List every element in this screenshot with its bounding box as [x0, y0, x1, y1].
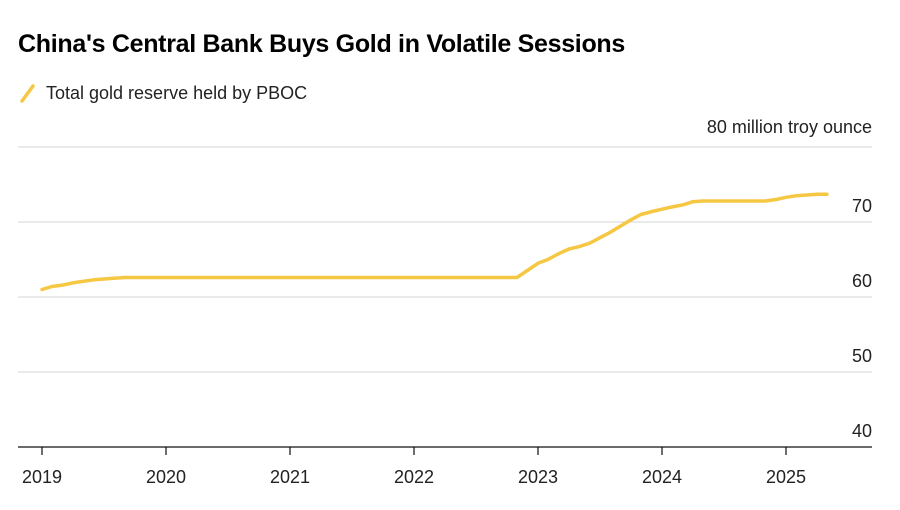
x-tick-label: 2022 [394, 467, 434, 487]
y-tick-label: 40 [852, 421, 872, 441]
x-tick-label: 2021 [270, 467, 310, 487]
legend: Total gold reserve held by PBOC [18, 82, 307, 104]
axis-labels: 40 50 60 70 80 million troy ounce 2019 2020 202… [22, 117, 872, 487]
chart-title: China's Central Bank Buys Gold in Volati… [18, 30, 626, 58]
gridlines [18, 146, 872, 373]
x-tick-label: 2019 [22, 467, 62, 487]
y-tick-label: 70 [852, 196, 872, 216]
y-unit-label: 80 million troy ounce [707, 117, 872, 137]
legend-line-swatch [18, 82, 40, 104]
x-tick-label: 2024 [642, 467, 682, 487]
x-tick-label: 2025 [766, 467, 806, 487]
series-layer [40, 192, 829, 292]
x-tick-label: 2023 [518, 467, 558, 487]
y-tick-label: 50 [852, 346, 872, 366]
legend-label: Total gold reserve held by PBOC [46, 82, 308, 103]
series-line-pboc-gold-reserve [40, 192, 829, 292]
y-tick-label: 60 [852, 271, 872, 291]
x-axis [18, 446, 872, 455]
x-tick-label: 2020 [146, 467, 186, 487]
